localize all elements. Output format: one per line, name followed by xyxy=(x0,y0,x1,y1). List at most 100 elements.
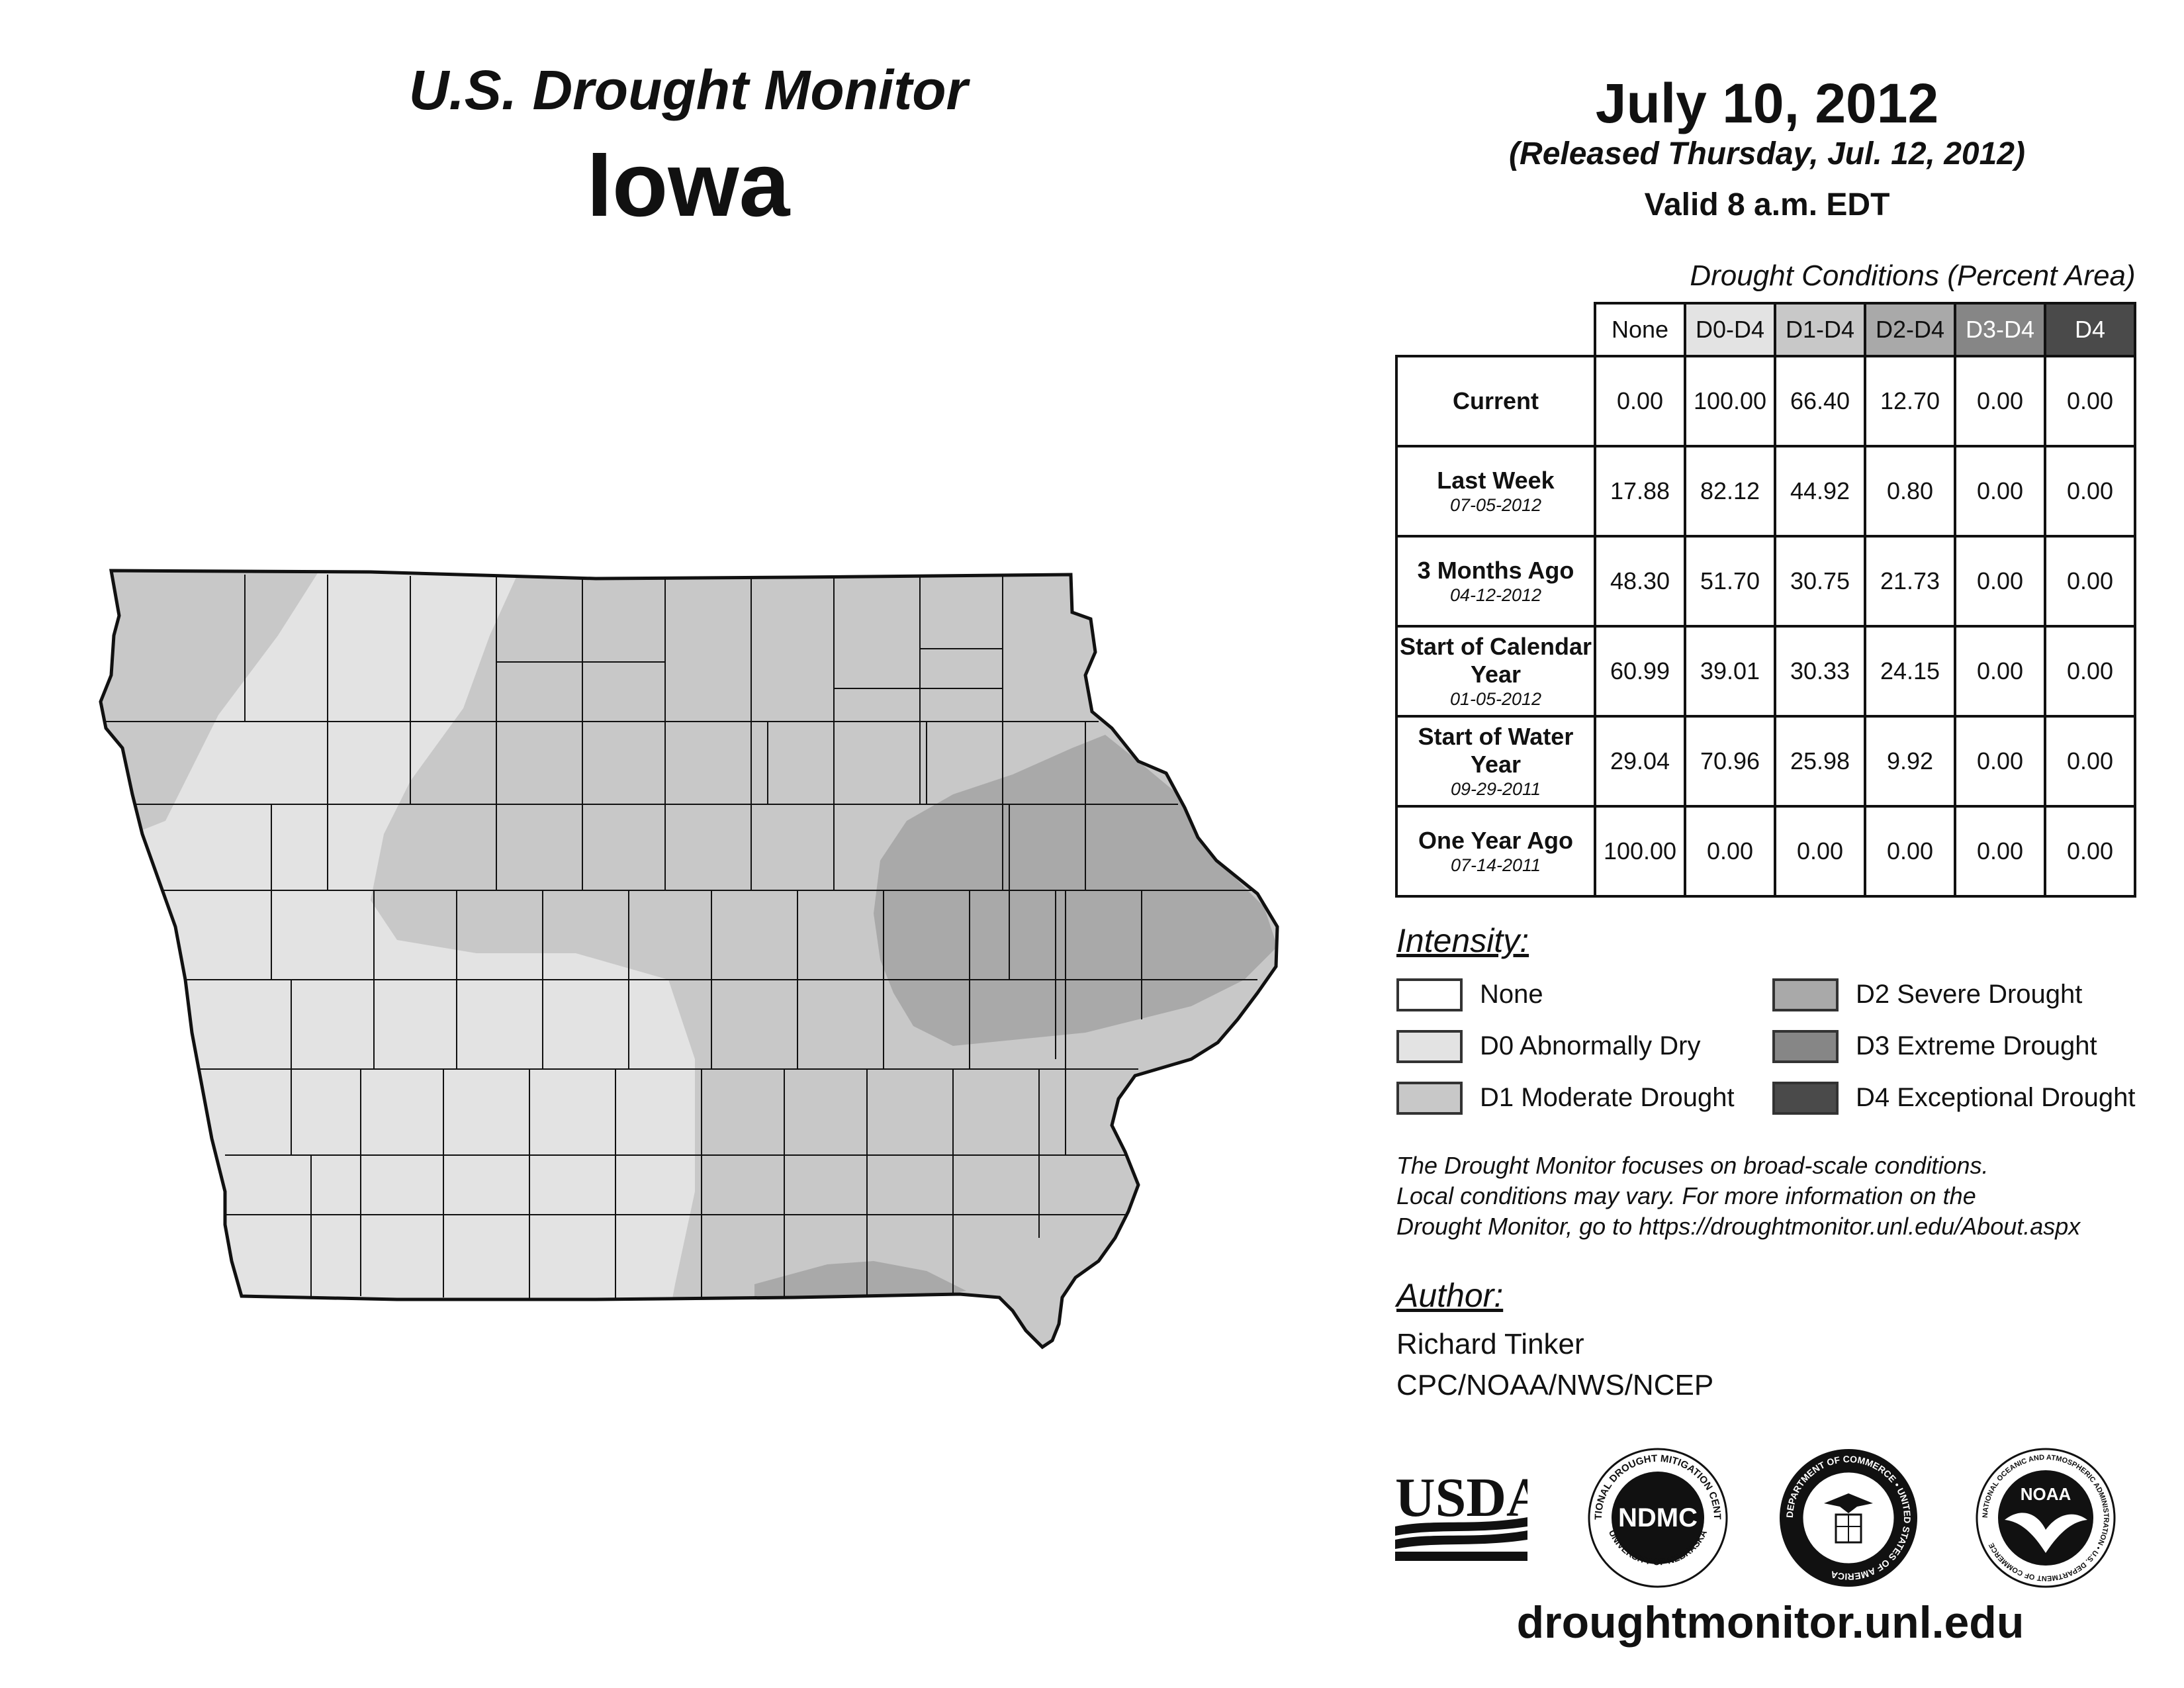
note-line: Local conditions may vary. For more info… xyxy=(1396,1182,1976,1209)
author-org: CPC/NOAA/NWS/NCEP xyxy=(1396,1369,1714,1401)
county-boundaries xyxy=(496,648,1003,689)
table-cell: 39.01 xyxy=(1684,625,1776,718)
table-cell: 66.40 xyxy=(1774,355,1866,447)
table-cell: 9.92 xyxy=(1864,715,1956,808)
row-label-text: One Year Ago xyxy=(1418,827,1574,854)
state-name: Iowa xyxy=(586,134,790,236)
author-name: Richard Tinker xyxy=(1396,1328,1584,1360)
legend-swatch xyxy=(1396,978,1463,1011)
legend-label: D4 Exceptional Drought xyxy=(1856,1083,2136,1112)
noaa-logo: NATIONAL OCEANIC AND ATMOSPHERIC ADMINIS… xyxy=(1976,1448,2116,1588)
valid-time: Valid 8 a.m. EDT xyxy=(1644,187,1890,222)
row-date: 04-12-2012 xyxy=(1449,585,1542,605)
table-cell: 70.96 xyxy=(1684,715,1776,808)
author-heading: Author: xyxy=(1396,1277,1504,1314)
row-date: 09-29-2011 xyxy=(1450,779,1541,799)
table-caption: Drought Conditions (Percent Area) xyxy=(1690,259,2136,292)
row-label: Start of Calendar Year 01-05-2012 xyxy=(1395,625,1596,718)
eagle-icon xyxy=(1824,1493,1873,1513)
col-header-d4: D4 xyxy=(2044,302,2136,357)
col-header-d2-d4: D2-D4 xyxy=(1864,302,1956,357)
row-label: One Year Ago 07-14-2011 xyxy=(1395,805,1596,898)
legend-swatch xyxy=(1396,1082,1463,1115)
release-date: (Released Thursday, Jul. 12, 2012) xyxy=(1509,136,2025,171)
legend-label: D2 Severe Drought xyxy=(1856,980,2083,1009)
row-label: 3 Months Ago 04-12-2012 xyxy=(1395,535,1596,628)
row-label: Current xyxy=(1395,355,1596,447)
table-corner xyxy=(1396,303,1595,356)
table-cell: 0.00 xyxy=(2044,445,2136,538)
table-cell: 44.92 xyxy=(1774,445,1866,538)
row-label: Start of Water Year 09-29-2011 xyxy=(1395,715,1596,808)
table-cell: 12.70 xyxy=(1864,355,1956,447)
map-title: U.S. Drought Monitor xyxy=(408,59,968,121)
table-cell: 0.00 xyxy=(2044,625,2136,718)
table-cell: 17.88 xyxy=(1594,445,1686,538)
row-date: 07-05-2012 xyxy=(1449,495,1542,515)
legend-swatch xyxy=(1396,1030,1463,1063)
map-date: July 10, 2012 xyxy=(1595,72,1939,134)
table-cell: 60.99 xyxy=(1594,625,1686,718)
table-cell: 0.00 xyxy=(2044,355,2136,447)
disclaimer-note: The Drought Monitor focuses on broad-sca… xyxy=(1396,1150,2158,1242)
row-label-text: Start of Calendar Year xyxy=(1399,633,1592,688)
table-cell: 0.00 xyxy=(1954,535,2046,628)
table-cell: 82.12 xyxy=(1684,445,1776,538)
row-date: 07-14-2011 xyxy=(1450,855,1541,875)
row-label-text: Last Week xyxy=(1437,467,1555,494)
usda-text: USDA xyxy=(1395,1467,1527,1528)
table-cell: 0.00 xyxy=(1684,805,1776,898)
table-cell: 0.00 xyxy=(1954,355,2046,447)
seagull-icon xyxy=(2005,1513,2087,1553)
table-cell: 48.30 xyxy=(1594,535,1686,628)
col-header-d3-d4: D3-D4 xyxy=(1954,302,2046,357)
table-cell: 0.00 xyxy=(1954,805,2046,898)
table-row: Start of Calendar Year 01-05-2012 60.99 39.… xyxy=(1395,625,2136,718)
table-cell: 24.15 xyxy=(1864,625,1956,718)
table-cell: 0.00 xyxy=(1864,805,1956,898)
table-row: 3 Months Ago 04-12-2012 48.30 51.70 30.75 21.… xyxy=(1395,535,2136,628)
col-header-d1-d4: D1-D4 xyxy=(1774,302,1866,357)
table-cell: 30.33 xyxy=(1774,625,1866,718)
row-label: Last Week 07-05-2012 xyxy=(1395,445,1596,538)
legend-label: D1 Moderate Drought xyxy=(1480,1083,1735,1112)
ndmc-logo: NATIONAL DROUGHT MITIGATION CENTER UNIVE… xyxy=(1587,1447,1728,1588)
table-cell: 0.00 xyxy=(2044,805,2136,898)
author-block: Richard Tinker CPC/NOAA/NWS/NCEP xyxy=(1396,1324,1713,1406)
table-cell: 0.00 xyxy=(2044,535,2136,628)
ndmc-text: NDMC xyxy=(1618,1503,1698,1532)
col-header-d0-d4: D0-D4 xyxy=(1684,302,1776,357)
table-row: Start of Water Year 09-29-2011 29.04 70.96 2… xyxy=(1395,715,2136,808)
table-cell: 0.00 xyxy=(2044,715,2136,808)
row-label-text: 3 Months Ago xyxy=(1417,557,1574,584)
website-url[interactable]: droughtmonitor.unl.edu xyxy=(1516,1597,2025,1648)
legend-heading: Intensity: xyxy=(1396,922,1529,959)
row-label-text: Current xyxy=(1452,387,1539,414)
usda-logo: USDA xyxy=(1395,1467,1527,1561)
note-line: The Drought Monitor focuses on broad-sca… xyxy=(1396,1152,1989,1179)
legend-label: D3 Extreme Drought xyxy=(1856,1031,2097,1060)
table-cell: 21.73 xyxy=(1864,535,1956,628)
table-cell: 100.00 xyxy=(1684,355,1776,447)
table-cell: 0.00 xyxy=(1954,445,2046,538)
legend-swatch xyxy=(1772,978,1839,1011)
table-cell: 0.00 xyxy=(1594,355,1686,447)
noaa-text: NOAA xyxy=(2021,1484,2071,1504)
legend-label: None xyxy=(1480,980,1543,1009)
table-cell: 0.00 xyxy=(1954,715,2046,808)
table-row: Last Week 07-05-2012 17.88 82.12 44.92 0.80 0.… xyxy=(1395,445,2136,538)
department-of-commerce-seal: DEPARTMENT OF COMMERCE • UNITED STATES O… xyxy=(1780,1449,1917,1587)
table-cell: 29.04 xyxy=(1594,715,1686,808)
table-cell: 25.98 xyxy=(1774,715,1866,808)
iowa-drought-map xyxy=(0,0,1357,1390)
table-cell: 0.00 xyxy=(1954,625,2046,718)
row-date: 01-05-2012 xyxy=(1449,689,1542,709)
county-boundaries xyxy=(101,575,1277,1299)
legend-swatch xyxy=(1772,1082,1839,1115)
table-row: One Year Ago 07-14-2011 100.00 0.00 0.00 0.00… xyxy=(1395,805,2136,898)
table-cell: 0.00 xyxy=(1774,805,1866,898)
col-header-none: None xyxy=(1594,302,1686,357)
drought-conditions-table: None D0-D4 D1-D4 D2-D4 D3-D4 D4 Current 0… xyxy=(1395,302,2136,898)
row-label-text: Start of Water Year xyxy=(1418,723,1574,778)
table-cell: 30.75 xyxy=(1774,535,1866,628)
